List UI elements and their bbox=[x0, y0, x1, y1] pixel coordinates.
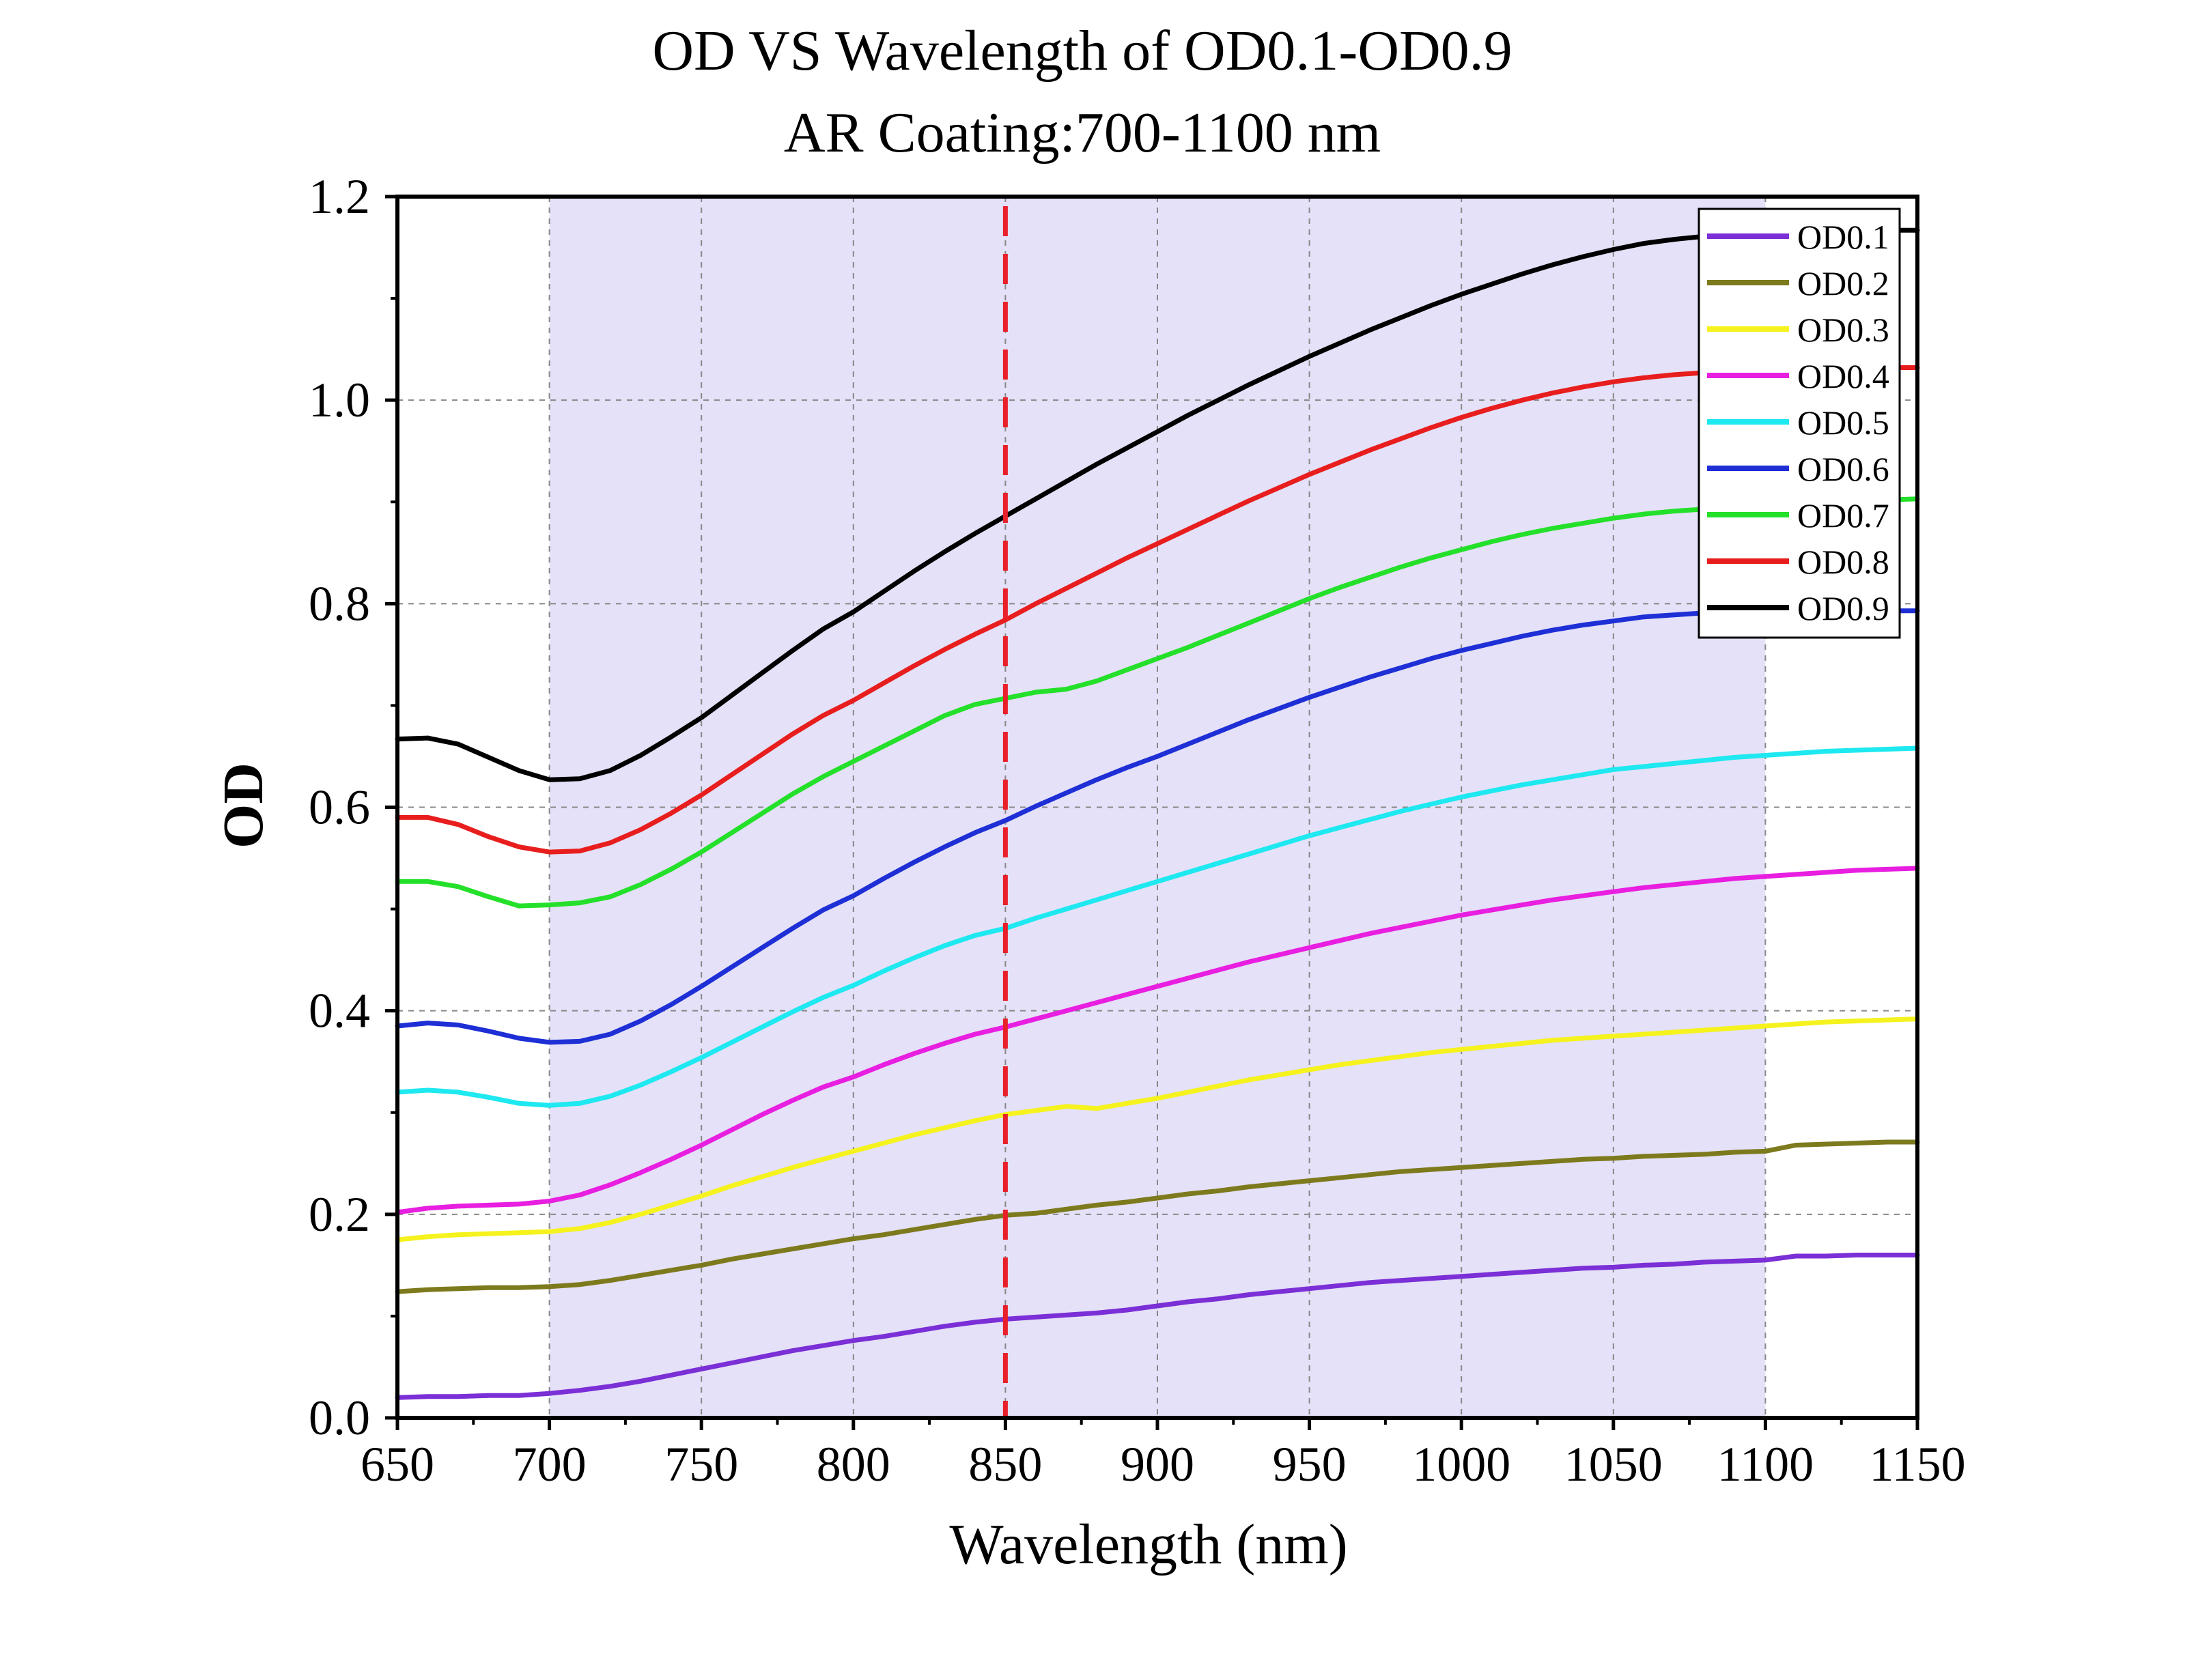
legend-label: OD0.6 bbox=[1797, 450, 1889, 488]
series-line-od0-7 bbox=[395, 496, 1920, 909]
y-tick-label: 1.0 bbox=[309, 373, 370, 427]
x-tick-label: 750 bbox=[664, 1437, 738, 1492]
x-tick-label: 1000 bbox=[1412, 1437, 1510, 1492]
plot-area: 650 700 750 800 850 900 950 1000 1050 1100 1150 0.0… bbox=[309, 169, 1966, 1492]
series-line-od0-1 bbox=[395, 1253, 1920, 1400]
legend-label: OD0.5 bbox=[1797, 403, 1889, 442]
x-tick-label: 1100 bbox=[1717, 1437, 1814, 1492]
chart-subtitle: AR Coating:700-1100 nm bbox=[784, 101, 1381, 165]
series-line-od0-5 bbox=[395, 745, 1920, 1108]
legend: OD0.1 OD0.2 OD0.3 OD0.4 OD0.5 OD0.6 OD0.7 OD0.8… bbox=[1698, 208, 1901, 639]
y-tick-label: 0.8 bbox=[309, 576, 370, 631]
y-axis-label: OD bbox=[212, 763, 275, 849]
y-tick-label: 0.4 bbox=[309, 984, 370, 1038]
y-tick-label: 0.0 bbox=[309, 1391, 370, 1445]
y-tick-label: 1.2 bbox=[309, 169, 370, 224]
series-line-od0-6 bbox=[395, 608, 1920, 1045]
x-tick-label: 650 bbox=[361, 1437, 434, 1492]
legend-label: OD0.4 bbox=[1797, 357, 1889, 395]
series-line-od0-3 bbox=[395, 1016, 1920, 1242]
x-tick-label: 700 bbox=[513, 1437, 587, 1492]
legend-label: OD0.9 bbox=[1797, 589, 1889, 627]
series-line-od0-4 bbox=[395, 866, 1920, 1215]
y-tick-label: 0.2 bbox=[309, 1187, 370, 1242]
x-tick-label: 950 bbox=[1273, 1437, 1347, 1492]
legend-label: OD0.3 bbox=[1797, 311, 1889, 349]
legend-label: OD0.1 bbox=[1797, 218, 1889, 256]
x-tick-label: 850 bbox=[968, 1437, 1042, 1492]
x-axis-label: Wavelength (nm) bbox=[949, 1513, 1347, 1576]
x-tick-label: 1050 bbox=[1564, 1437, 1663, 1492]
x-tick-label: 1150 bbox=[1869, 1437, 1965, 1492]
legend-label: OD0.7 bbox=[1797, 496, 1889, 535]
x-tick-label: 900 bbox=[1121, 1437, 1194, 1492]
series-line-od0-2 bbox=[395, 1139, 1920, 1294]
legend-label: OD0.2 bbox=[1797, 264, 1889, 302]
x-tick-label: 800 bbox=[817, 1437, 890, 1492]
series-line-od0-9 bbox=[395, 227, 1920, 782]
legend-label: OD0.8 bbox=[1797, 543, 1889, 581]
chart-title: OD VS Wavelength of OD0.1-OD0.9 bbox=[652, 19, 1512, 83]
series-line-od0-8 bbox=[395, 365, 1920, 855]
y-tick-label: 0.6 bbox=[309, 780, 370, 835]
